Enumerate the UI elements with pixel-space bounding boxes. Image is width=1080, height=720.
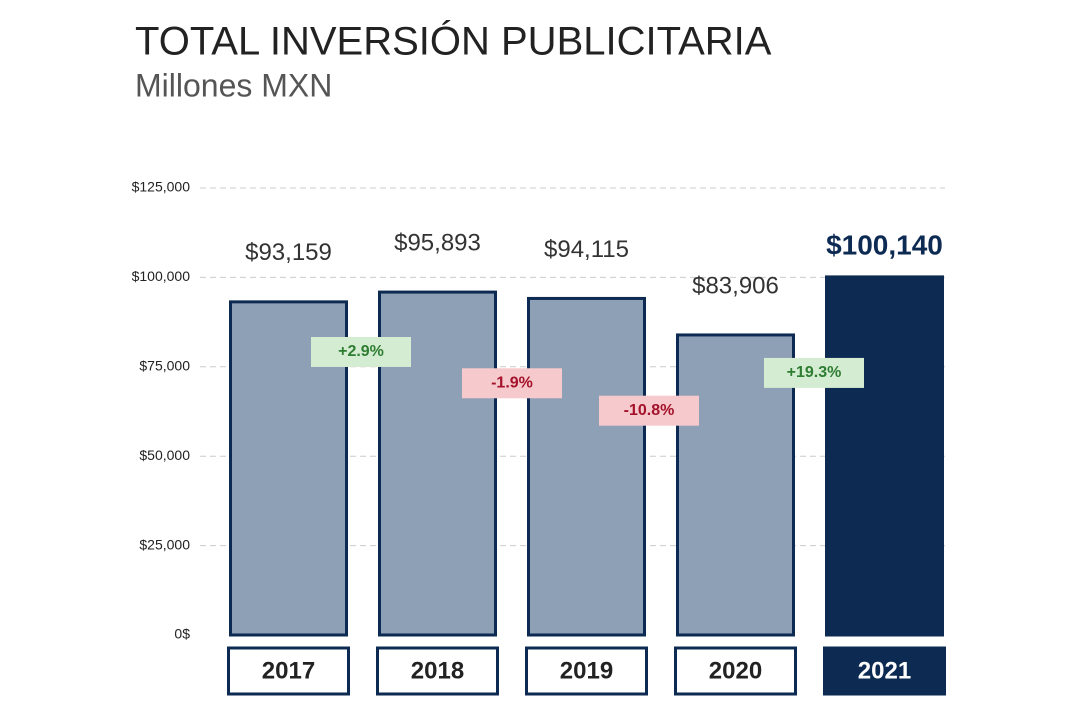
bar bbox=[676, 333, 795, 637]
x-tick-label: 2020 bbox=[709, 657, 762, 684]
category-box bbox=[227, 646, 350, 696]
change-box bbox=[764, 357, 864, 388]
value-label: $95,893 bbox=[394, 229, 481, 256]
y-tick-label: $125,000 bbox=[132, 179, 191, 195]
x-tick-label: 2018 bbox=[411, 657, 464, 684]
change-box bbox=[311, 336, 411, 367]
y-tick-label: $25,000 bbox=[139, 536, 190, 552]
bar bbox=[527, 296, 646, 637]
category-box bbox=[823, 646, 946, 696]
y-tick-label: $50,000 bbox=[139, 447, 190, 463]
category-box bbox=[525, 646, 648, 696]
value-label: $93,159 bbox=[245, 239, 332, 266]
category-box bbox=[674, 646, 797, 696]
bar bbox=[825, 275, 944, 637]
change-label: +19.3% bbox=[787, 364, 842, 381]
change-label: +2.9% bbox=[338, 343, 384, 360]
value-label: $94,115 bbox=[544, 236, 629, 263]
value-label: $83,906 bbox=[692, 272, 779, 299]
y-tick-label: $75,000 bbox=[139, 358, 190, 374]
category-box bbox=[376, 646, 499, 696]
y-tick-label: 0$ bbox=[174, 626, 190, 642]
x-tick-label: 2021 bbox=[858, 657, 911, 684]
change-label: -1.9% bbox=[491, 374, 533, 391]
change-box bbox=[599, 395, 699, 426]
x-tick-label: 2019 bbox=[560, 657, 613, 684]
value-label: $100,140 bbox=[826, 229, 943, 260]
x-tick-label: 2017 bbox=[262, 657, 315, 684]
chart-title: TOTAL INVERSIÓN PUBLICITARIA bbox=[135, 19, 772, 64]
chart-subtitle: Millones MXN bbox=[135, 67, 332, 103]
change-box bbox=[462, 368, 562, 399]
y-tick-label: $100,000 bbox=[132, 268, 191, 284]
change-label: -10.8% bbox=[624, 402, 675, 419]
